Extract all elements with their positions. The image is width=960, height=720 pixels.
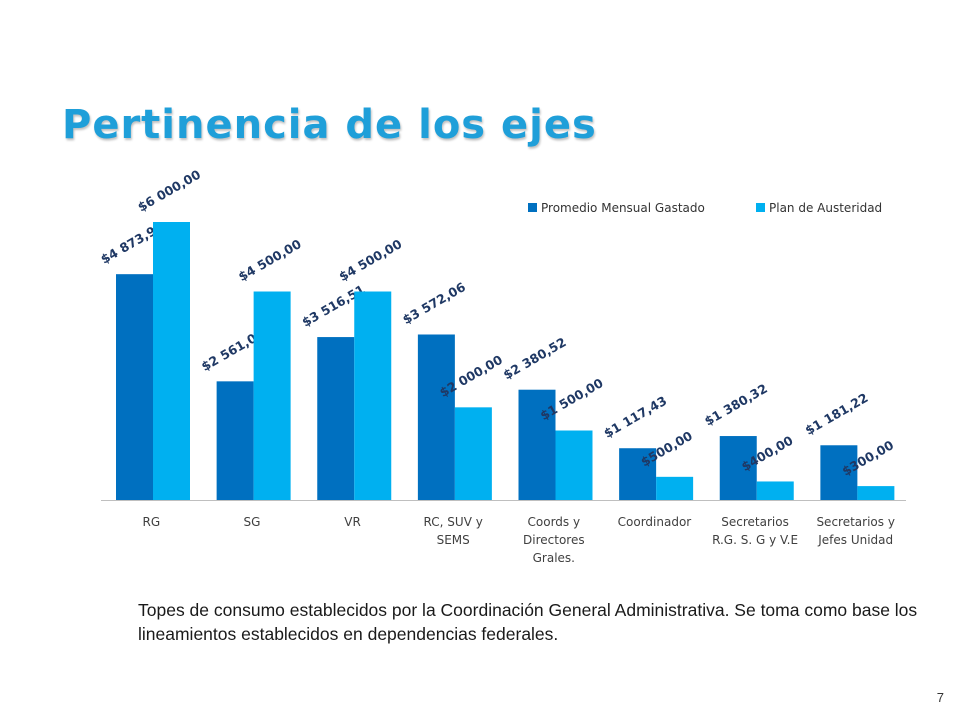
category-label-0: RG — [142, 515, 160, 529]
page-number: 7 — [936, 690, 944, 705]
bar-promedio-0 — [116, 274, 153, 500]
legend-plan-label: Plan de Austeridad — [769, 201, 882, 215]
bar-plan-5 — [656, 476, 694, 500]
bar-plan-3 — [454, 407, 492, 500]
bar-promedio-7 — [820, 445, 858, 500]
slide-caption: Topes de consumo establecidos por la Coo… — [138, 600, 918, 644]
legend-promedio-swatch — [528, 203, 537, 212]
bar-promedio-3 — [417, 334, 455, 500]
category-label-3: RC, SUV y SEMS — [424, 515, 483, 547]
data-label-promedio-7: $1 181,22 — [802, 390, 870, 438]
bar-plan-1 — [253, 291, 291, 500]
data-label-promedio-6: $1 380,32 — [702, 381, 770, 429]
data-label-promedio-4: $2 380,52 — [501, 334, 569, 382]
category-label-5: Coordinador — [618, 515, 692, 529]
bar-promedio-5 — [619, 448, 657, 500]
bar-promedio-4 — [518, 389, 556, 500]
data-label-plan-2: $4 500,00 — [336, 236, 404, 284]
category-label-2: VR — [344, 515, 361, 529]
bar-promedio-6 — [719, 436, 757, 500]
data-label-promedio-3: $3 572,06 — [400, 279, 468, 327]
bar-plan-4 — [555, 430, 593, 500]
category-label-6: Secretarios R.G. S. G y V.E — [712, 515, 798, 547]
slide-title: Pertinencia de los ejes — [62, 102, 597, 148]
bar-promedio-1 — [216, 381, 254, 500]
bar-plan-0 — [153, 222, 190, 500]
bar-plan-7 — [857, 486, 895, 500]
data-label-plan-0: $6 000,00 — [135, 166, 203, 214]
legend-plan-swatch — [756, 203, 765, 212]
legend-promedio-label: Promedio Mensual Gastado — [541, 201, 705, 215]
category-label-1: SG — [243, 515, 260, 529]
data-label-promedio-5: $1 117,43 — [601, 393, 669, 441]
category-label-7: Secretarios y Jefes Unidad — [816, 515, 895, 547]
bar-plan-6 — [756, 481, 794, 500]
bar-plan-2 — [354, 291, 392, 500]
category-label-4: Coords y Directores Grales. — [523, 515, 585, 565]
data-label-plan-1: $4 500,00 — [236, 236, 304, 284]
bar-promedio-2 — [317, 337, 355, 500]
